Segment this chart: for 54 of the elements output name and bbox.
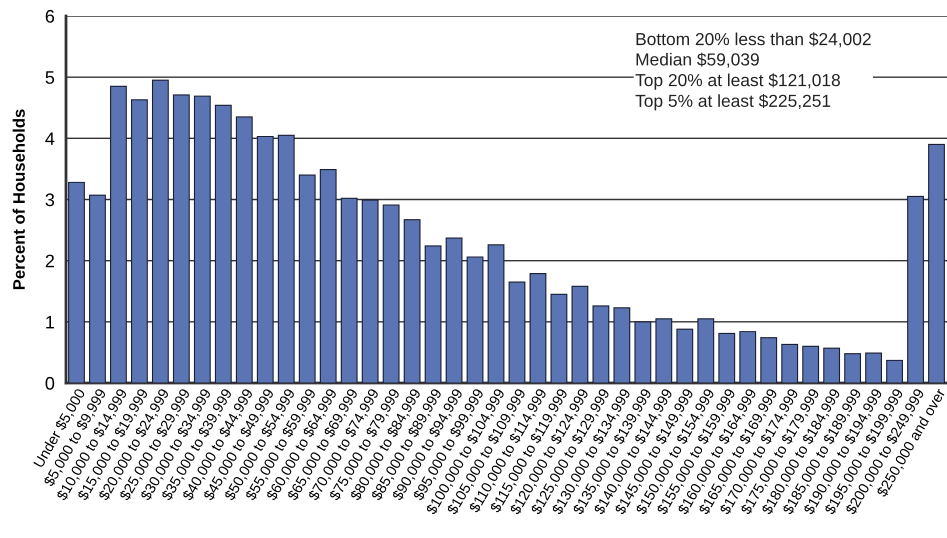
bar	[340, 198, 358, 383]
bar	[236, 116, 253, 383]
bar	[466, 256, 484, 383]
y-tick-label: 1	[46, 316, 54, 328]
y-tick-label: 6	[46, 10, 54, 23]
bar	[676, 328, 694, 383]
bar	[278, 134, 295, 383]
bar	[446, 237, 462, 383]
bar	[613, 307, 630, 383]
bar	[802, 346, 820, 383]
bar	[844, 353, 862, 383]
bar	[362, 200, 379, 383]
annotation: Top 5% at least $225,251	[636, 94, 830, 110]
bar	[760, 337, 778, 383]
bar	[865, 352, 882, 383]
y-tick-label: 2	[46, 254, 54, 268]
bar	[571, 286, 588, 383]
bar	[320, 168, 337, 383]
bar	[172, 94, 190, 383]
bar	[634, 321, 652, 383]
bar	[130, 99, 148, 383]
annotation: Bottom 20% less than $24,002	[636, 32, 871, 48]
bar	[886, 360, 903, 383]
bar	[508, 282, 526, 383]
bar	[697, 318, 714, 383]
bar	[424, 245, 442, 383]
bar	[550, 294, 568, 383]
bar	[655, 318, 672, 383]
annotation: Top 20% at least $121,018	[636, 73, 840, 90]
bar	[718, 332, 736, 383]
bar	[739, 331, 756, 383]
bar	[928, 144, 945, 383]
annotation: Median $59,039	[636, 52, 759, 68]
bar	[110, 86, 127, 383]
bar	[214, 104, 232, 383]
bar	[404, 219, 421, 383]
bar	[907, 196, 924, 383]
bar	[89, 194, 106, 383]
bar	[530, 272, 546, 383]
bar	[152, 80, 169, 383]
bar	[592, 305, 610, 383]
y-axis-title: Percent of Households	[12, 109, 25, 290]
y-tick-label: 4	[45, 132, 54, 145]
bar	[194, 96, 211, 383]
y-tick-label: 3	[46, 193, 54, 206]
bar	[298, 174, 316, 383]
bar	[781, 344, 798, 383]
bar	[68, 182, 85, 383]
bar	[823, 348, 840, 383]
bar	[256, 136, 274, 383]
y-tick-label: 0	[46, 376, 54, 390]
bar	[382, 204, 400, 383]
y-tick-label: 5	[46, 71, 54, 84]
bar	[488, 244, 504, 383]
